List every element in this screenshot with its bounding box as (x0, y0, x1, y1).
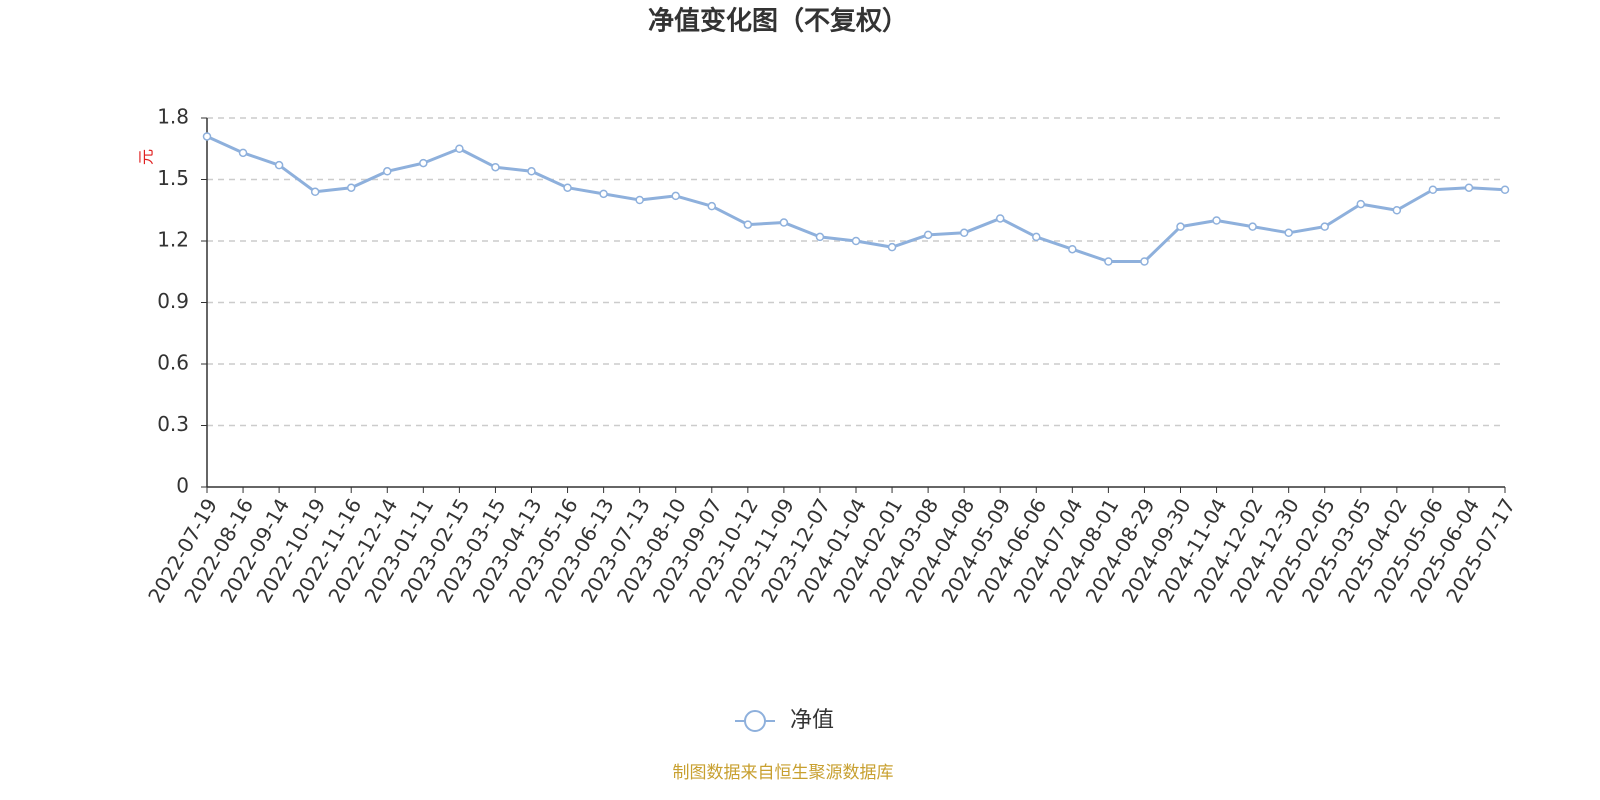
point (238, 148, 248, 158)
point (887, 242, 897, 252)
point (599, 189, 608, 199)
point (1068, 244, 1077, 254)
point (1392, 206, 1402, 215)
legend-marker (744, 710, 766, 732)
point (1104, 257, 1113, 266)
y-axis-label: 元 (137, 149, 156, 165)
legend-label: 净值 (790, 708, 834, 733)
point (491, 162, 500, 172)
point (959, 228, 969, 238)
y-tick-label: 0.3 (157, 412, 189, 436)
point (995, 214, 1005, 223)
point (1248, 222, 1257, 231)
point (202, 132, 212, 141)
point (383, 167, 392, 176)
point (779, 218, 789, 227)
y-tick-label: 0.6 (157, 351, 189, 375)
point (1356, 199, 1366, 209)
point (1464, 183, 1474, 192)
point (346, 183, 356, 192)
point (1140, 257, 1149, 266)
point (1320, 222, 1329, 231)
point (274, 160, 284, 170)
point (815, 232, 825, 242)
point (635, 195, 644, 205)
y-tick-label: 1.8 (157, 105, 189, 129)
point (707, 201, 717, 211)
source-note: 制图数据来自恒生聚源数据库 (673, 763, 894, 783)
point (1428, 185, 1438, 194)
point (1032, 232, 1041, 242)
y-tick-label: 0.9 (157, 289, 189, 313)
point (1212, 216, 1221, 225)
point (851, 236, 861, 246)
point (419, 158, 428, 168)
y-tick-label: 0 (176, 474, 189, 498)
point (923, 230, 933, 240)
point (1176, 222, 1185, 231)
point (1500, 185, 1510, 194)
point (563, 183, 572, 192)
y-tick-label: 1.5 (157, 166, 189, 190)
point (743, 220, 753, 229)
point (671, 191, 680, 201)
point (310, 187, 320, 197)
point (455, 144, 464, 153)
point (527, 167, 536, 176)
y-tick-label: 1.2 (157, 228, 189, 252)
point (1284, 228, 1293, 238)
chart-title: 净值变化图（不复权） (648, 6, 908, 37)
